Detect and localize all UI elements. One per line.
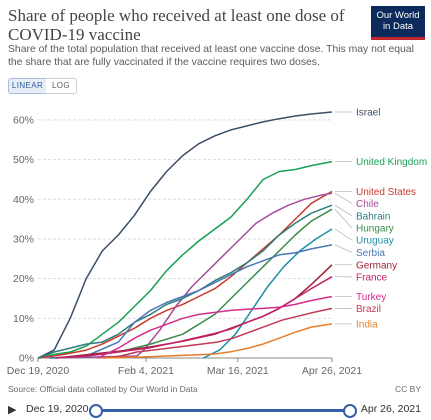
license-link[interactable]: CC BY (395, 384, 421, 394)
series-label-united-states: United States (356, 187, 416, 198)
series-label-leader (334, 228, 353, 241)
y-tick-label: 10% (13, 313, 34, 325)
timeline-slider[interactable]: ▶ Dec 19, 2020 Apr 26, 2021 (0, 400, 431, 420)
series-label-germany: Germany (356, 260, 397, 271)
x-tick-label: Feb 4, 2021 (118, 365, 174, 377)
chart-subtitle: Share of the total population that recei… (8, 44, 414, 68)
series-label-chile: Chile (356, 199, 379, 210)
series-line-united-kingdom (37, 160, 333, 359)
y-tick-label: 40% (13, 194, 34, 206)
timeline-end-handle[interactable] (343, 404, 357, 418)
series-label-uruguay: Uruguay (356, 236, 394, 247)
series-label-hungary: Hungary (356, 223, 394, 234)
series-label-leader (334, 204, 353, 217)
series-label-india: India (356, 319, 378, 330)
owid-logo[interactable]: Our World in Data (371, 6, 425, 40)
x-tick-label: Mar 16, 2021 (207, 365, 269, 377)
series-line-bahrain (37, 204, 333, 359)
series-line-india (102, 323, 333, 359)
timeline-end-date: Apr 26, 2021 (360, 403, 421, 415)
play-icon[interactable]: ▶ (8, 404, 17, 416)
series-line-brazil (104, 307, 333, 359)
x-tick-label: Apr 26, 2021 (302, 365, 362, 377)
source-note: Source: Official data collated by Our Wo… (8, 384, 198, 394)
y-tick-label: 20% (13, 273, 34, 285)
y-tick-label: 50% (13, 154, 34, 166)
timeline-track[interactable] (96, 409, 350, 412)
series-line-turkey (97, 295, 333, 359)
timeline-start-date: Dec 19, 2020 (26, 403, 89, 415)
series-label-leader (334, 244, 353, 253)
logo-text: Our World in Data (376, 10, 420, 32)
chart-title: Share of people who received at least on… (8, 6, 345, 44)
x-tick-label: Dec 19, 2020 (7, 365, 70, 377)
series-label-united-kingdom: United Kingdom (356, 157, 427, 168)
y-tick-label: 60% (13, 114, 34, 126)
series-label-serbia: Serbia (356, 248, 385, 259)
line-chart: 0% 10% 20% 30% 40% 50% 60% Dec 19, 2020 Feb 4, 2… (7, 108, 427, 378)
y-tick-label: 0% (19, 353, 34, 365)
series-line-france (56, 276, 333, 359)
linear-scale-button[interactable]: LINEAR (8, 78, 47, 94)
series-label-leader (334, 192, 353, 204)
series-label-france: France (356, 272, 388, 283)
series-line-uruguay (203, 228, 333, 359)
series-label-israel: Israel (356, 108, 380, 119)
y-tick-label: 30% (13, 233, 34, 245)
series-line-hungary (54, 208, 333, 359)
series-label-leader (334, 208, 353, 229)
series-label-turkey: Turkey (356, 292, 386, 303)
series-line-serbia (49, 244, 333, 359)
timeline-start-handle[interactable] (89, 404, 103, 418)
series-line-chile (49, 192, 333, 359)
series-label-bahrain: Bahrain (356, 211, 390, 222)
log-scale-button[interactable]: LOG (46, 78, 77, 94)
series-label-brazil: Brazil (356, 304, 381, 315)
series-line-israel (37, 111, 333, 359)
